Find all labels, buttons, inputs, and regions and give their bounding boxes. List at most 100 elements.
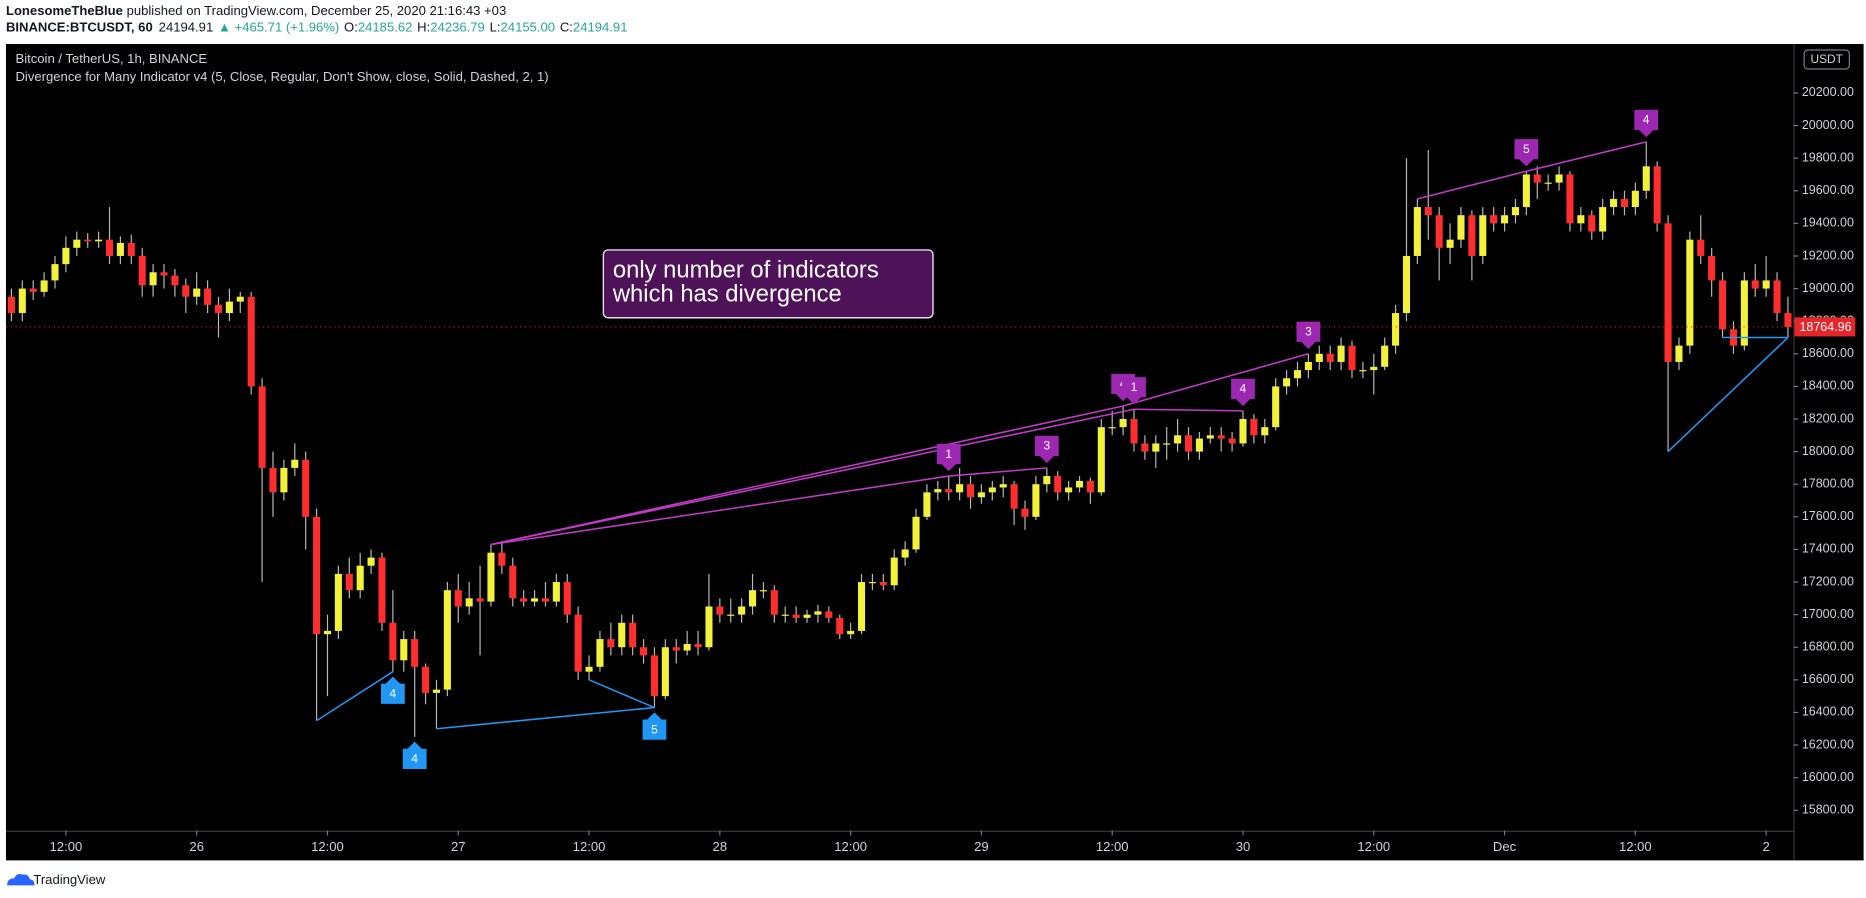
candle-body: [1043, 476, 1051, 485]
candle-body: [1250, 418, 1258, 436]
candle-body: [563, 582, 571, 615]
candle-body: [629, 622, 637, 648]
published: published on TradingView.com, December 2…: [123, 3, 506, 18]
y-tick-label: 17400.00: [1802, 542, 1854, 556]
divergence-label-shape: [1634, 109, 1659, 138]
candle-body: [62, 247, 70, 265]
candle-body: [1206, 435, 1214, 439]
x-tick-label: 26: [189, 839, 204, 854]
author: LonesomeTheBlue: [6, 3, 123, 18]
candle-body: [520, 598, 528, 602]
annotation-box: [602, 249, 934, 319]
candle-body: [607, 639, 615, 648]
candle-body: [1479, 215, 1487, 256]
candle-body: [661, 647, 669, 697]
candle-body: [1610, 198, 1618, 208]
candle-body: [182, 285, 190, 297]
divergence-line: [490, 408, 1135, 546]
x-tick-label: 28: [713, 839, 728, 854]
candle-body: [1261, 427, 1269, 436]
x-tick-label: 12:00: [50, 839, 83, 854]
candle-body: [204, 288, 212, 305]
candle-body: [1686, 239, 1694, 346]
plot: 13414354445: [7, 109, 1792, 770]
candle-body: [1631, 190, 1639, 208]
candle-body: [1228, 438, 1236, 444]
candle-body: [1620, 198, 1629, 208]
symbol-line: BINANCE:BTCUSDT, 60 24194.91 ▲ +465.71 (+1…: [6, 20, 628, 35]
candle-body: [1435, 215, 1443, 248]
ohlc-label: C:: [560, 20, 573, 35]
divergence-line: [436, 706, 655, 730]
candle-body: [247, 296, 255, 387]
divergence-label: 5: [651, 722, 658, 736]
y-tick-label: 19600.00: [1802, 183, 1854, 197]
candle-body: [792, 614, 800, 618]
ohlc-value: 24185.62: [358, 20, 413, 35]
divergence-label: 4: [390, 686, 397, 700]
divergence-label-shape: [1122, 377, 1146, 405]
candle-body: [977, 492, 985, 498]
candle-body: [1392, 313, 1400, 346]
candle-body: [1239, 418, 1247, 444]
candle-body: [1664, 223, 1672, 362]
divergence-line: [1122, 353, 1309, 407]
candle-body: [727, 614, 735, 616]
currency-box[interactable]: [1803, 49, 1850, 70]
candle-body: [1032, 484, 1040, 517]
candle-body: [1184, 435, 1193, 452]
candle-body: [1086, 480, 1094, 493]
divergence-label-shape: [402, 741, 427, 770]
currency: USDT: [1811, 52, 1843, 66]
candle-body: [879, 582, 887, 586]
x-tick-label: 12:00: [311, 839, 344, 854]
candle-body: [1174, 435, 1182, 444]
candle-body: [1370, 366, 1378, 371]
candle-body: [105, 239, 114, 256]
y-tick-label: 18600.00: [1802, 346, 1854, 360]
candle-body: [966, 484, 975, 498]
ohlc-label: H:: [417, 20, 430, 35]
candle-body: [574, 614, 582, 672]
divergence-label-shape: [936, 443, 961, 472]
divergence-label: 3: [1305, 325, 1312, 339]
candle-body: [367, 557, 375, 566]
candle-body: [171, 275, 179, 286]
candle-body: [1697, 239, 1705, 256]
divergence-label-shape: [642, 712, 667, 740]
candle-body: [1065, 487, 1073, 493]
candle-body: [95, 239, 103, 242]
candle-body: [705, 606, 713, 648]
candle-body: [127, 242, 135, 256]
divergence-label: 4: [411, 752, 418, 766]
x-tick-label: Dec: [1493, 839, 1517, 854]
candle-body: [781, 614, 789, 616]
ohlc-value: 24155.00: [501, 20, 556, 35]
indicator-legend: Divergence for Many Indicator v4 (5, Clo…: [15, 69, 548, 84]
candle-body: [650, 655, 658, 697]
candle-body: [1740, 280, 1748, 346]
candle-body: [1359, 370, 1367, 372]
y-tick-label: 16000.00: [1802, 770, 1854, 784]
last-price-box: [1794, 317, 1856, 337]
candle-body: [1773, 280, 1781, 314]
chart-area: [5, 44, 1864, 861]
candle-body: [1501, 215, 1509, 224]
candle-body: [1762, 280, 1770, 289]
candle-body: [1457, 215, 1465, 240]
y-tick-label: 17000.00: [1802, 607, 1854, 621]
candle-body: [1599, 207, 1607, 232]
y-tick-label: 17200.00: [1802, 574, 1854, 588]
candle-body: [454, 590, 462, 607]
candle-body: [1108, 427, 1116, 429]
divergence-line: [1133, 408, 1244, 412]
candle-body: [1381, 345, 1389, 367]
candle-body: [803, 614, 811, 618]
candle-body: [923, 492, 931, 517]
candle-body: [749, 590, 757, 607]
candle-body: [7, 296, 15, 314]
header-line: LonesomeTheBlue published on TradingView…: [6, 3, 506, 18]
x-tick-label: 30: [1236, 839, 1251, 854]
candle-body: [487, 552, 495, 602]
y-tick-label: 17600.00: [1802, 509, 1854, 523]
